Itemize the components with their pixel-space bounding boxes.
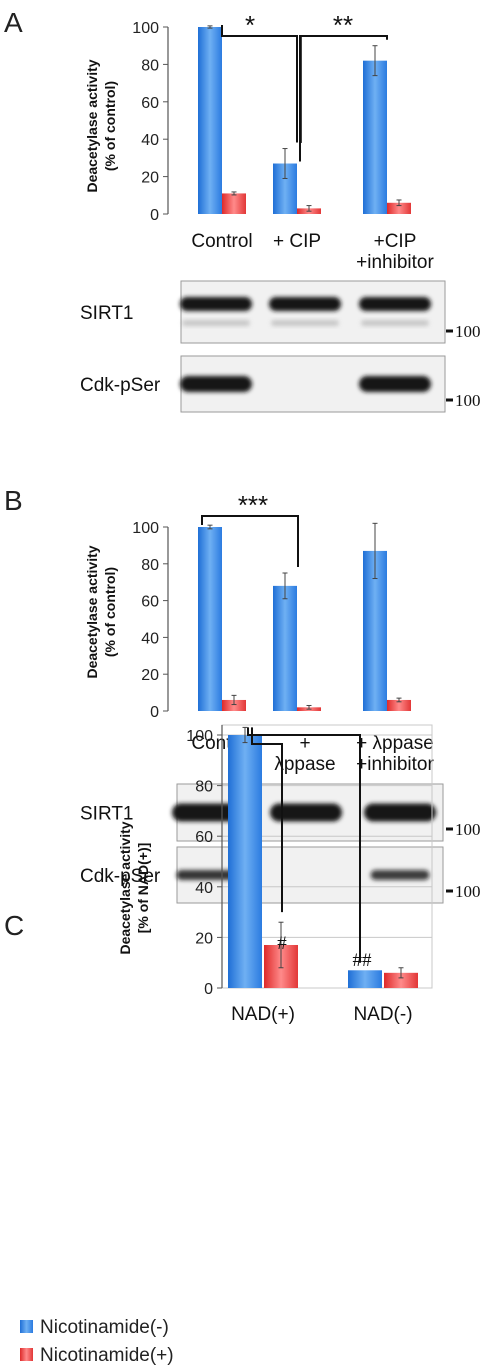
blots-panel-a: SIRT1 100 Cdk-pSer 100 — [80, 281, 481, 412]
y-tick-label: 20 — [141, 170, 159, 187]
y-tick-label: 60 — [141, 95, 159, 112]
bar-nicotinamide-minus — [198, 527, 222, 711]
y-tick-label: 60 — [141, 594, 159, 611]
blot-strip — [181, 281, 445, 343]
x-category-label-line: Control — [191, 231, 252, 252]
panel-letter-a: A — [4, 7, 23, 38]
y-tick-label: 80 — [141, 557, 159, 574]
significance-label: *** — [238, 490, 268, 520]
blot-band — [370, 870, 429, 880]
x-category-label-line: +CIP — [374, 231, 417, 252]
x-category-label: + λppase — [274, 733, 335, 775]
y-axis-label-line: Deacetylase activity — [117, 821, 133, 954]
blot-band — [180, 376, 252, 392]
significance-label: ## — [353, 950, 373, 971]
legend-swatch-nicotinamide-minus — [20, 1320, 33, 1333]
panel-letter-c: C — [4, 910, 24, 941]
marker-label: 100 — [455, 322, 481, 341]
x-category-label: +CIP +inhibitor — [356, 231, 434, 273]
x-category-label: + CIP — [273, 231, 321, 252]
x-category-label: NAD(+) — [231, 1004, 295, 1025]
significance-label: # — [277, 933, 287, 954]
significance-label: ** — [333, 10, 353, 40]
legend-label-nicotinamide-minus: Nicotinamide(-) — [40, 1317, 169, 1338]
blot-label: Cdk-pSer — [80, 375, 161, 396]
legend-label-nicotinamide-plus: Nicotinamide(+) — [40, 1345, 174, 1366]
significance-label: * — [245, 10, 255, 40]
x-category-label-line: + CIP — [273, 231, 321, 252]
chart-panel-a: 0 20 40 60 80 100 Deacetylase activity (% of co… — [84, 10, 434, 273]
blot-band — [359, 297, 431, 311]
y-axis-label: Deacetylase activity [% of NAD(+)] — [117, 821, 151, 954]
x-category-label: NAD(-) — [353, 1004, 412, 1025]
bar-nicotinamide-plus — [222, 193, 246, 214]
y-axis-label: Deacetylase activity (% of control) — [84, 545, 118, 678]
x-category-label-line: +inhibitor — [356, 252, 434, 273]
significance-bracket — [222, 25, 297, 143]
y-tick-label: 40 — [195, 880, 213, 897]
blot-band — [271, 320, 339, 326]
y-tick-label: 0 — [150, 704, 159, 721]
y-axis-label-line: Deacetylase activity — [84, 59, 100, 192]
x-category-label: Control — [191, 231, 252, 252]
legend-swatch-nicotinamide-plus — [20, 1348, 33, 1361]
blot-band — [182, 320, 250, 326]
bar-nicotinamide-minus — [228, 735, 262, 988]
y-tick-label: 80 — [195, 779, 213, 796]
y-tick-label: 0 — [204, 981, 213, 998]
y-tick-label: 60 — [195, 829, 213, 846]
blot-band — [180, 297, 252, 311]
x-category-label: + λppase +inhibitor — [356, 733, 434, 775]
marker-label: 100 — [455, 882, 481, 901]
y-tick-label: 40 — [141, 132, 159, 149]
blot-band — [269, 297, 341, 311]
y-tick-label: 20 — [195, 930, 213, 947]
blot-band — [361, 320, 429, 326]
x-category-label-line: +inhibitor — [356, 754, 434, 775]
blot-band — [364, 804, 436, 822]
x-category-label-line: λppase — [274, 754, 335, 775]
bar-nicotinamide-minus — [198, 27, 222, 214]
y-tick-label: 100 — [132, 520, 159, 537]
x-category-label-line: + λppase — [356, 733, 434, 754]
chart-panel-b: 0 20 40 60 80 100 Deacetylase activity (% of co… — [84, 490, 434, 775]
y-tick-label: 80 — [141, 57, 159, 74]
legend: Nicotinamide(-) Nicotinamide(+) — [20, 1317, 174, 1366]
y-axis-label-line: Deacetylase activity — [84, 545, 100, 678]
blot-band — [359, 376, 431, 392]
x-category-label-line: + — [299, 733, 310, 754]
x-category-label-line: NAD(-) — [353, 1004, 412, 1025]
bar-nicotinamide-minus — [348, 970, 382, 988]
y-tick-label: 20 — [141, 667, 159, 684]
marker-label: 100 — [455, 391, 481, 410]
y-tick-label: 100 — [132, 20, 159, 37]
y-tick-label: 100 — [186, 728, 213, 745]
blot-label: SIRT1 — [80, 804, 134, 825]
y-tick-label: 0 — [150, 207, 159, 224]
y-axis-label-line: [% of NAD(+)] — [135, 843, 151, 934]
y-axis-label-line: (% of control) — [102, 567, 118, 657]
marker-label: 100 — [455, 820, 481, 839]
y-tick-label: 40 — [141, 630, 159, 647]
x-category-label-line: NAD(+) — [231, 1004, 295, 1025]
blot-band — [270, 804, 342, 822]
panel-letter-b: B — [4, 485, 23, 516]
bar-nicotinamide-minus — [363, 61, 387, 214]
bar-nicotinamide-minus — [273, 586, 297, 711]
blot-label: SIRT1 — [80, 303, 134, 324]
y-axis-label-line: (% of control) — [102, 81, 118, 171]
y-axis-label: Deacetylase activity (% of control) — [84, 59, 118, 192]
